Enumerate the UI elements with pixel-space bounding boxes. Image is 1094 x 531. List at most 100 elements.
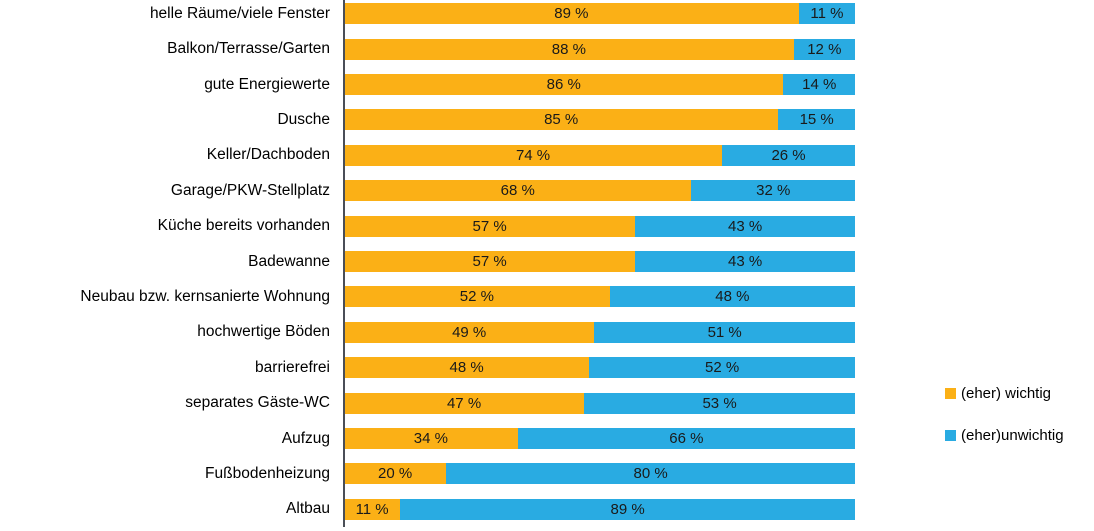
- bar-segment-wichtig: 47 %: [344, 392, 585, 414]
- value-label-wichtig: 85 %: [544, 111, 579, 129]
- bar-segment-unwichtig: 52 %: [589, 357, 855, 379]
- value-label-unwichtig: 53 %: [702, 394, 737, 412]
- value-label-wichtig: 68 %: [500, 182, 535, 200]
- category-label: Keller/Dachboden: [206, 146, 330, 164]
- category-label: Küche bereits vorhanden: [157, 217, 330, 235]
- legend-swatch-wichtig: [945, 388, 956, 399]
- bar-segment-unwichtig: 11 %: [798, 3, 855, 25]
- bar-segment-unwichtig: 66 %: [517, 428, 855, 450]
- bar-segment-unwichtig: 26 %: [722, 144, 855, 166]
- bar-track: 86 % 14 %: [344, 74, 855, 96]
- bar-segment-unwichtig: 15 %: [778, 109, 855, 131]
- value-label-unwichtig: 14 %: [802, 76, 837, 94]
- bar-track: 74 % 26 %: [344, 144, 855, 166]
- bar-segment-wichtig: 49 %: [344, 321, 595, 343]
- value-label-unwichtig: 89 %: [610, 500, 645, 518]
- bar-segment-unwichtig: 48 %: [609, 286, 855, 308]
- chart-row: separates Gäste-WC 47 % 53 %: [0, 385, 856, 420]
- legend: (eher) wichtig (eher)unwichtig: [945, 385, 1064, 444]
- category-label: barrierefrei: [255, 358, 330, 376]
- chart-row: Küche bereits vorhanden 57 % 43 %: [0, 208, 856, 243]
- value-label-wichtig: 49 %: [452, 323, 487, 341]
- bar-segment-wichtig: 20 %: [344, 463, 447, 485]
- value-label-wichtig: 57 %: [472, 253, 507, 271]
- category-label: Badewanne: [248, 252, 330, 270]
- category-label: Aufzug: [281, 429, 330, 447]
- value-label-unwichtig: 52 %: [705, 359, 740, 377]
- bar-segment-unwichtig: 32 %: [691, 180, 855, 202]
- value-label-unwichtig: 43 %: [728, 253, 763, 271]
- value-label-wichtig: 20 %: [377, 465, 413, 483]
- chart-row: Badewanne 57 % 43 %: [0, 244, 856, 279]
- bar-segment-wichtig: 74 %: [344, 144, 723, 166]
- value-label-wichtig: 11 %: [355, 500, 389, 518]
- value-label-wichtig: 74 %: [515, 146, 551, 164]
- legend-item-unwichtig: (eher)unwichtig: [945, 427, 1064, 444]
- value-label-wichtig: 89 %: [554, 5, 589, 23]
- bar-segment-wichtig: 68 %: [344, 180, 692, 202]
- bar-segment-unwichtig: 51 %: [594, 321, 855, 343]
- bar-track: 49 % 51 %: [344, 321, 855, 343]
- bar-segment-unwichtig: 89 %: [400, 498, 855, 520]
- chart-row: helle Räume/viele Fenster 89 % 11 %: [0, 0, 856, 31]
- plot-area: helle Räume/viele Fenster 89 % 11 % Balk…: [0, 0, 856, 527]
- value-label-unwichtig: 32 %: [756, 182, 791, 200]
- chart-row: hochwertige Böden 49 % 51 %: [0, 315, 856, 350]
- category-label: Dusche: [277, 110, 330, 128]
- value-label-unwichtig: 11 %: [810, 5, 844, 23]
- chart-row: Altbau 11 % 89 %: [0, 492, 856, 527]
- value-label-wichtig: 88 %: [551, 40, 586, 58]
- bar-segment-wichtig: 86 %: [344, 74, 784, 96]
- category-label: separates Gäste-WC: [185, 394, 330, 412]
- value-label-wichtig: 86 %: [546, 76, 581, 94]
- bar-segment-unwichtig: 80 %: [446, 463, 855, 485]
- bar-segment-wichtig: 11 %: [344, 498, 401, 520]
- chart-row: gute Energiewerte 86 % 14 %: [0, 67, 856, 102]
- value-label-unwichtig: 66 %: [669, 430, 704, 448]
- chart-row: Dusche 85 % 15 %: [0, 102, 856, 137]
- bar-track: 85 % 15 %: [344, 109, 855, 131]
- value-label-unwichtig: 15 %: [799, 111, 834, 129]
- bar-segment-wichtig: 89 %: [344, 3, 799, 25]
- bar-segment-wichtig: 34 %: [344, 428, 518, 450]
- category-label: gute Energiewerte: [204, 75, 330, 93]
- bar-segment-unwichtig: 53 %: [584, 392, 855, 414]
- value-label-unwichtig: 80 %: [633, 465, 668, 483]
- category-label: Neubau bzw. kernsanierte Wohnung: [80, 287, 330, 305]
- bar-segment-wichtig: 57 %: [344, 251, 636, 273]
- bar-track: 57 % 43 %: [344, 215, 855, 237]
- chart-row: barrierefrei 48 % 52 %: [0, 350, 856, 385]
- bar-segment-unwichtig: 12 %: [793, 38, 855, 60]
- bar-track: 57 % 43 %: [344, 251, 855, 273]
- bar-segment-unwichtig: 14 %: [783, 74, 855, 96]
- value-label-wichtig: 57 %: [472, 217, 507, 235]
- chart-row: Aufzug 34 % 66 %: [0, 421, 856, 456]
- category-label: Balkon/Terrasse/Garten: [167, 40, 330, 58]
- chart-row: Fußbodenheizung 20 % 80 %: [0, 456, 856, 491]
- value-label-wichtig: 47 %: [446, 394, 482, 412]
- legend-swatch-unwichtig: [945, 430, 956, 441]
- bar-segment-wichtig: 88 %: [344, 38, 794, 60]
- category-label: hochwertige Böden: [197, 323, 330, 341]
- chart-row: Neubau bzw. kernsanierte Wohnung 52 % 48…: [0, 279, 856, 314]
- bar-track: 20 % 80 %: [344, 463, 855, 485]
- bar-track: 48 % 52 %: [344, 357, 855, 379]
- bar-track: 11 % 89 %: [344, 498, 855, 520]
- chart-row: Garage/PKW-Stellplatz 68 % 32 %: [0, 173, 856, 208]
- value-label-unwichtig: 43 %: [728, 217, 763, 235]
- y-axis-line: [343, 0, 345, 527]
- value-label-wichtig: 34 %: [413, 430, 448, 448]
- value-label-unwichtig: 48 %: [715, 288, 750, 306]
- value-label-unwichtig: 51 %: [707, 323, 742, 341]
- bar-segment-wichtig: 48 %: [344, 357, 590, 379]
- bar-segment-wichtig: 52 %: [344, 286, 610, 308]
- value-label-unwichtig: 26 %: [771, 146, 806, 164]
- bar-track: 68 % 32 %: [344, 180, 855, 202]
- bar-segment-unwichtig: 43 %: [635, 215, 855, 237]
- bar-track: 47 % 53 %: [344, 392, 855, 414]
- bar-segment-unwichtig: 43 %: [635, 251, 855, 273]
- bar-segment-wichtig: 85 %: [344, 109, 779, 131]
- legend-label-unwichtig: (eher)unwichtig: [961, 427, 1064, 444]
- bar-track: 34 % 66 %: [344, 428, 855, 450]
- category-label: Garage/PKW-Stellplatz: [170, 181, 330, 199]
